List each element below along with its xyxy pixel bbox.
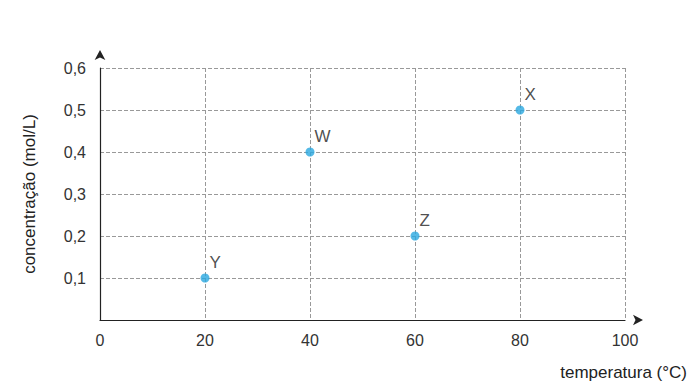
svg-text:0,4: 0,4 [64, 144, 86, 161]
svg-text:W: W [315, 127, 331, 146]
svg-text:0,3: 0,3 [64, 186, 86, 203]
svg-text:Y: Y [210, 253, 221, 272]
svg-text:Z: Z [420, 211, 430, 230]
svg-text:X: X [525, 85, 536, 104]
svg-text:0,6: 0,6 [64, 60, 86, 77]
svg-text:concentração (mol/L): concentração (mol/L) [20, 114, 39, 274]
svg-text:80: 80 [511, 332, 529, 349]
svg-text:100: 100 [612, 332, 639, 349]
svg-text:0,2: 0,2 [64, 228, 86, 245]
svg-text:20: 20 [196, 332, 214, 349]
svg-text:0,5: 0,5 [64, 102, 86, 119]
svg-text:40: 40 [301, 332, 319, 349]
svg-text:0,1: 0,1 [64, 270, 86, 287]
svg-text:60: 60 [406, 332, 424, 349]
svg-text:temperatura (°C): temperatura (°C) [560, 363, 687, 382]
svg-text:0: 0 [96, 332, 105, 349]
